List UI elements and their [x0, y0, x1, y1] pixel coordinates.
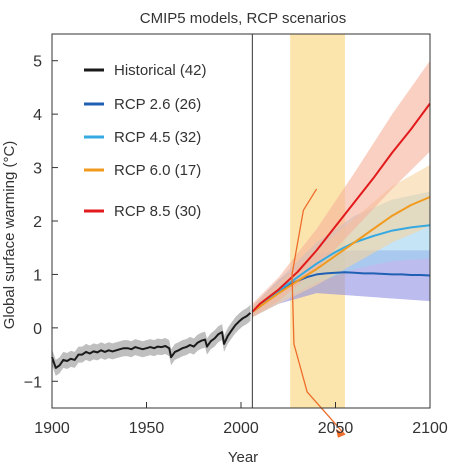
uncertainty-band-0 [52, 304, 251, 376]
legend-label-3: RCP 6.0 (17) [114, 162, 201, 179]
y-tick-label: 4 [33, 107, 42, 124]
legend-label-4: RCP 8.5 (30) [114, 203, 201, 220]
series-line-0 [51, 312, 252, 369]
legend-label-0: Historical (42) [114, 62, 207, 79]
uncertainty-band-1 [252, 250, 430, 318]
x-axis-title: Year [228, 449, 258, 466]
series-lines [51, 102, 431, 369]
x-tick-label: 1900 [34, 420, 70, 437]
uncertainty-bands [52, 60, 430, 376]
y-axis-title: Global surface warming (°C) [1, 141, 18, 330]
y-tick-label: 3 [33, 161, 42, 178]
y-tick-label: −1 [24, 374, 42, 391]
y-tick-label: 0 [33, 321, 42, 338]
annotation-arrow-head [335, 428, 345, 438]
x-tick-label: 1950 [129, 420, 165, 437]
annotation-arrow [291, 188, 346, 436]
axis-ticks: 1900 1950 2000 2050 2100 −1 0 1 2 3 4 5 [24, 54, 448, 437]
legend-label-2: RCP 4.5 (32) [114, 129, 201, 146]
series-line-4 [251, 102, 431, 313]
legend-label-1: RCP 2.6 (26) [114, 96, 201, 113]
x-tick-label: 2100 [412, 420, 448, 437]
y-tick-label: 2 [33, 214, 42, 231]
x-tick-label: 2050 [318, 420, 354, 437]
legend: Historical (42) RCP 2.6 (26) RCP 4.5 (32) R… [84, 62, 207, 220]
series-line-2 [251, 224, 431, 313]
chart-title: CMIP5 models, RCP scenarios [140, 10, 346, 27]
y-tick-label: 1 [33, 267, 42, 284]
uncertainty-band-4 [252, 60, 430, 318]
annotation-arrow-layer [291, 188, 346, 438]
x-tick-label: 2000 [223, 420, 259, 437]
series-line-3 [251, 196, 431, 313]
y-tick-label: 5 [33, 54, 42, 71]
